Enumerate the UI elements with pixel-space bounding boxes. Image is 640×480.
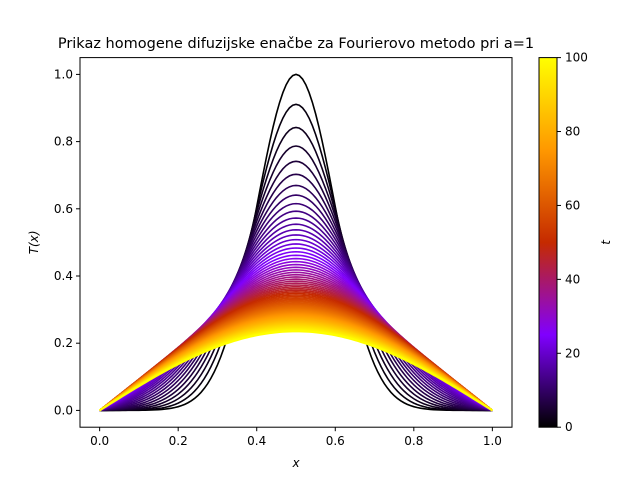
curve-t-7 — [99, 173, 493, 412]
x-tick-label: 0.6 — [326, 434, 345, 448]
colorbar-label: t — [599, 239, 613, 245]
curve-t-9 — [99, 184, 493, 412]
curve-t-3 — [99, 126, 493, 412]
curve-t-0 — [99, 73, 493, 412]
y-tick-label: 0.0 — [54, 403, 73, 417]
curve-t-1 — [99, 103, 493, 412]
colorbar-tick-label: 80 — [565, 125, 580, 139]
curve-family — [99, 73, 493, 412]
x-tick-label: 0.8 — [404, 434, 423, 448]
y-axis-label: T(x) — [27, 231, 41, 255]
colorbar-ticks: 0 20 40 60 80 100 — [557, 51, 588, 434]
x-tick-label: 0.4 — [247, 434, 266, 448]
plot-frame — [79, 57, 513, 428]
x-tick-label: 0.2 — [169, 434, 188, 448]
x-axis: 0.0 0.2 0.4 0.6 0.8 1.0 — [90, 427, 502, 448]
curve-t-14 — [99, 217, 493, 412]
curve-t-13 — [99, 210, 493, 412]
curve-t-4 — [99, 145, 493, 412]
y-tick-label: 0.4 — [54, 269, 73, 283]
colorbar-tick-label: 0 — [565, 420, 573, 434]
curve-t-16 — [99, 223, 493, 412]
y-tick-label: 1.0 — [54, 67, 73, 81]
x-axis-label: x — [291, 456, 300, 470]
y-tick-label: 0.6 — [54, 202, 73, 216]
colorbar-frame — [538, 57, 558, 428]
y-tick-label: 0.8 — [54, 135, 73, 149]
colorbar-tick-label: 60 — [565, 198, 580, 212]
y-axis: 0.0 0.2 0.4 0.6 0.8 1.0 — [54, 67, 80, 417]
curve-t-10 — [99, 194, 493, 412]
colorbar-tick-label: 40 — [565, 272, 580, 286]
curve-t-11 — [99, 202, 493, 412]
curve-t-17 — [99, 228, 493, 412]
curve-t-6 — [99, 160, 493, 412]
x-tick-label: 0.0 — [90, 434, 109, 448]
colorbar-tick-label: 100 — [565, 51, 588, 65]
colorbar-tick-label: 20 — [565, 346, 580, 360]
chart-title: Prikaz homogene difuzijske enačbe za Fou… — [58, 36, 534, 52]
x-tick-label: 1.0 — [483, 434, 502, 448]
colorbar — [539, 57, 557, 428]
curve-t-100 — [99, 330, 493, 412]
y-tick-label: 0.2 — [54, 336, 73, 350]
